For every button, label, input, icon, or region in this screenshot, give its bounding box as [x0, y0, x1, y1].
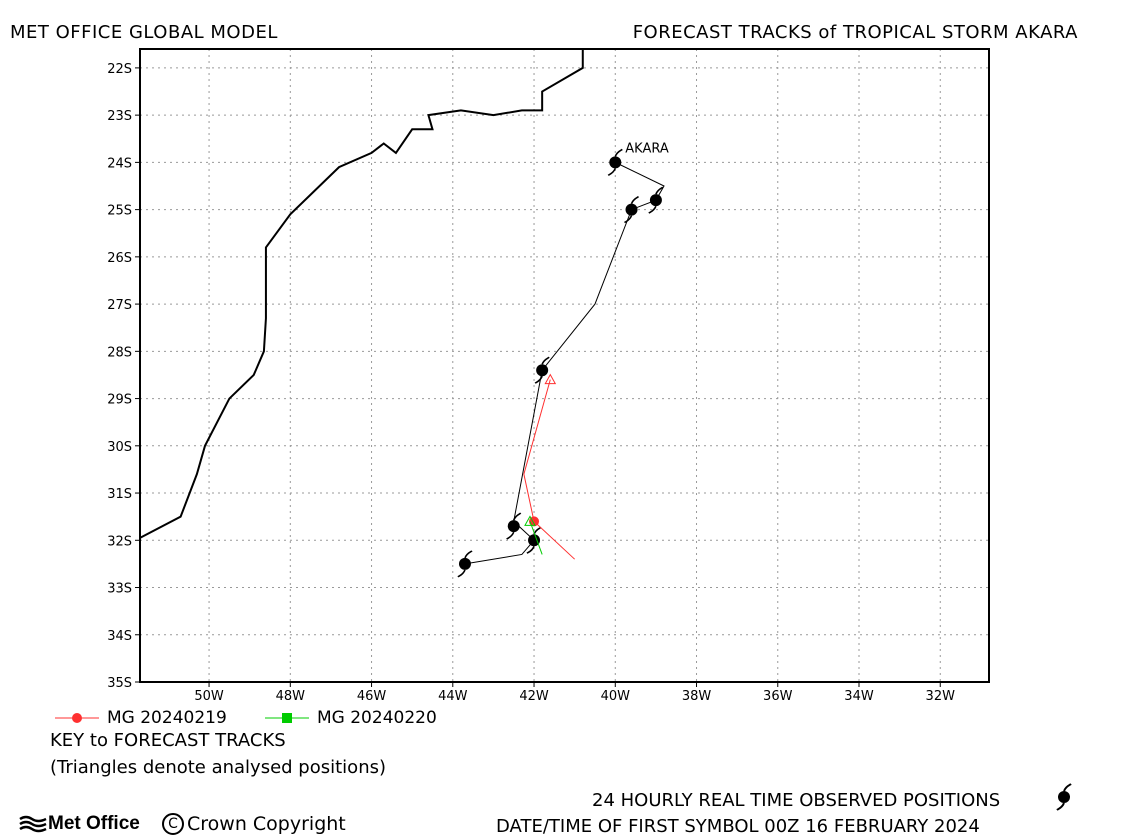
- tick-label-lon: 32W: [926, 689, 956, 704]
- legend-item-mg-20240219: MG 20240219: [55, 708, 227, 728]
- copyright-text: Crown Copyright: [187, 813, 346, 835]
- tick-label-lat: 26S: [107, 251, 132, 266]
- key-note: (Triangles denote analysed positions): [50, 757, 387, 778]
- tick-label-lon: 46W: [357, 689, 387, 704]
- coastline: [139, 49, 584, 539]
- tick-label-lat: 35S: [107, 676, 132, 691]
- storm-symbol-arm: [457, 569, 466, 578]
- storm-symbol-core: [625, 203, 638, 216]
- storm-symbol-arm: [533, 526, 542, 535]
- observed-track-line: [464, 161, 665, 565]
- storm-symbol-arm: [541, 356, 550, 365]
- key-title: KEY to FORECAST TRACKS: [50, 730, 286, 751]
- tick-label-lon: 42W: [519, 689, 549, 704]
- datetime-text: DATE/TIME OF FIRST SYMBOL 00Z 16 FEBRUAR…: [496, 816, 980, 837]
- green-square-legend-icon: [265, 713, 309, 723]
- tick-label-lat: 34S: [107, 629, 132, 644]
- axes: 50W 48W 46W 44W 42W 40W 38W 36W 34W 32W 22S 23S 24S 2…: [107, 48, 990, 704]
- storm-symbol: [534, 356, 550, 384]
- tick-label-lat: 23S: [107, 109, 132, 124]
- copyright-icon: C: [162, 813, 184, 835]
- storm-symbol: [506, 512, 522, 540]
- tick-label-lat: 29S: [107, 393, 132, 408]
- tick-label-lat: 30S: [107, 440, 132, 455]
- tick-label-lat: 31S: [107, 487, 132, 502]
- observed-positions-text: 24 HOURLY REAL TIME OBSERVED POSITIONS: [592, 790, 1001, 811]
- storm-symbol-icon: [1056, 783, 1072, 811]
- title-left: MET OFFICE GLOBAL MODEL: [10, 22, 278, 43]
- tick-label-lat: 33S: [107, 582, 132, 597]
- storm-symbol-arm: [655, 186, 664, 195]
- storm-symbol-core: [507, 520, 520, 533]
- storm-symbol: [648, 186, 664, 214]
- tick-label-lon: 40W: [601, 689, 631, 704]
- storm-symbol-arm: [526, 545, 535, 554]
- tick-label-lat: 28S: [107, 345, 132, 360]
- storm-symbol-core: [609, 156, 622, 169]
- legend-item-mg-20240220: MG 20240220: [265, 708, 437, 728]
- tick-label-lat: 22S: [107, 62, 132, 77]
- storm-symbol: [623, 195, 640, 224]
- tick-label-lat: 27S: [107, 298, 132, 313]
- storm-symbol-arm: [534, 375, 543, 384]
- storm-symbol: [607, 148, 623, 177]
- storm-symbol-arm: [512, 512, 522, 521]
- tick-label-lat: 24S: [107, 156, 132, 171]
- analysed-triangle: [524, 515, 536, 526]
- tracks: AKARA: [457, 141, 669, 578]
- tick-label-lat: 32S: [107, 534, 132, 549]
- tick-label-lat: 25S: [107, 204, 132, 219]
- forecast-track-line: [529, 521, 543, 555]
- analysed-triangle: [544, 373, 557, 385]
- tick-label-lon: 48W: [276, 689, 306, 704]
- copyright: C Crown Copyright: [162, 813, 346, 835]
- grid: [140, 49, 989, 683]
- storm-symbol-arm: [623, 215, 633, 224]
- tick-label-lon: 36W: [763, 689, 793, 704]
- storm-symbol-core: [458, 557, 471, 570]
- tick-label-lon: 38W: [682, 689, 712, 704]
- storm-name-label: AKARA: [625, 141, 669, 156]
- tick-label-lon: 44W: [438, 689, 468, 704]
- tick-label-lon: 34W: [844, 689, 874, 704]
- tick-label-lon: 50W: [194, 689, 224, 704]
- storm-symbol-arm: [464, 550, 473, 559]
- forecast-track-line: [523, 379, 575, 560]
- storm-symbol-arm: [648, 205, 657, 214]
- legend-label-2: MG 20240220: [317, 708, 437, 728]
- red-circle-legend-icon: [55, 713, 99, 723]
- logo-text: Met Office: [48, 813, 140, 834]
- legend-label-1: MG 20240219: [107, 708, 227, 728]
- storm-symbol-core: [536, 364, 549, 377]
- storm-symbol-arm: [607, 168, 617, 177]
- coastline-path: [139, 49, 584, 539]
- storm-symbol-core: [528, 534, 541, 547]
- storm-symbol-core: [649, 194, 662, 207]
- plot-frame: [139, 48, 990, 683]
- storm-symbol-arm: [506, 531, 515, 540]
- storm-symbol-arm: [614, 148, 623, 157]
- storm-symbol: [457, 550, 473, 578]
- title-right: FORECAST TRACKS of TROPICAL STORM AKARA: [632, 22, 1078, 43]
- met-office-logo: Met Office: [18, 813, 140, 835]
- met-office-waves-icon: [19, 815, 47, 833]
- storm-symbol-arm: [630, 195, 640, 204]
